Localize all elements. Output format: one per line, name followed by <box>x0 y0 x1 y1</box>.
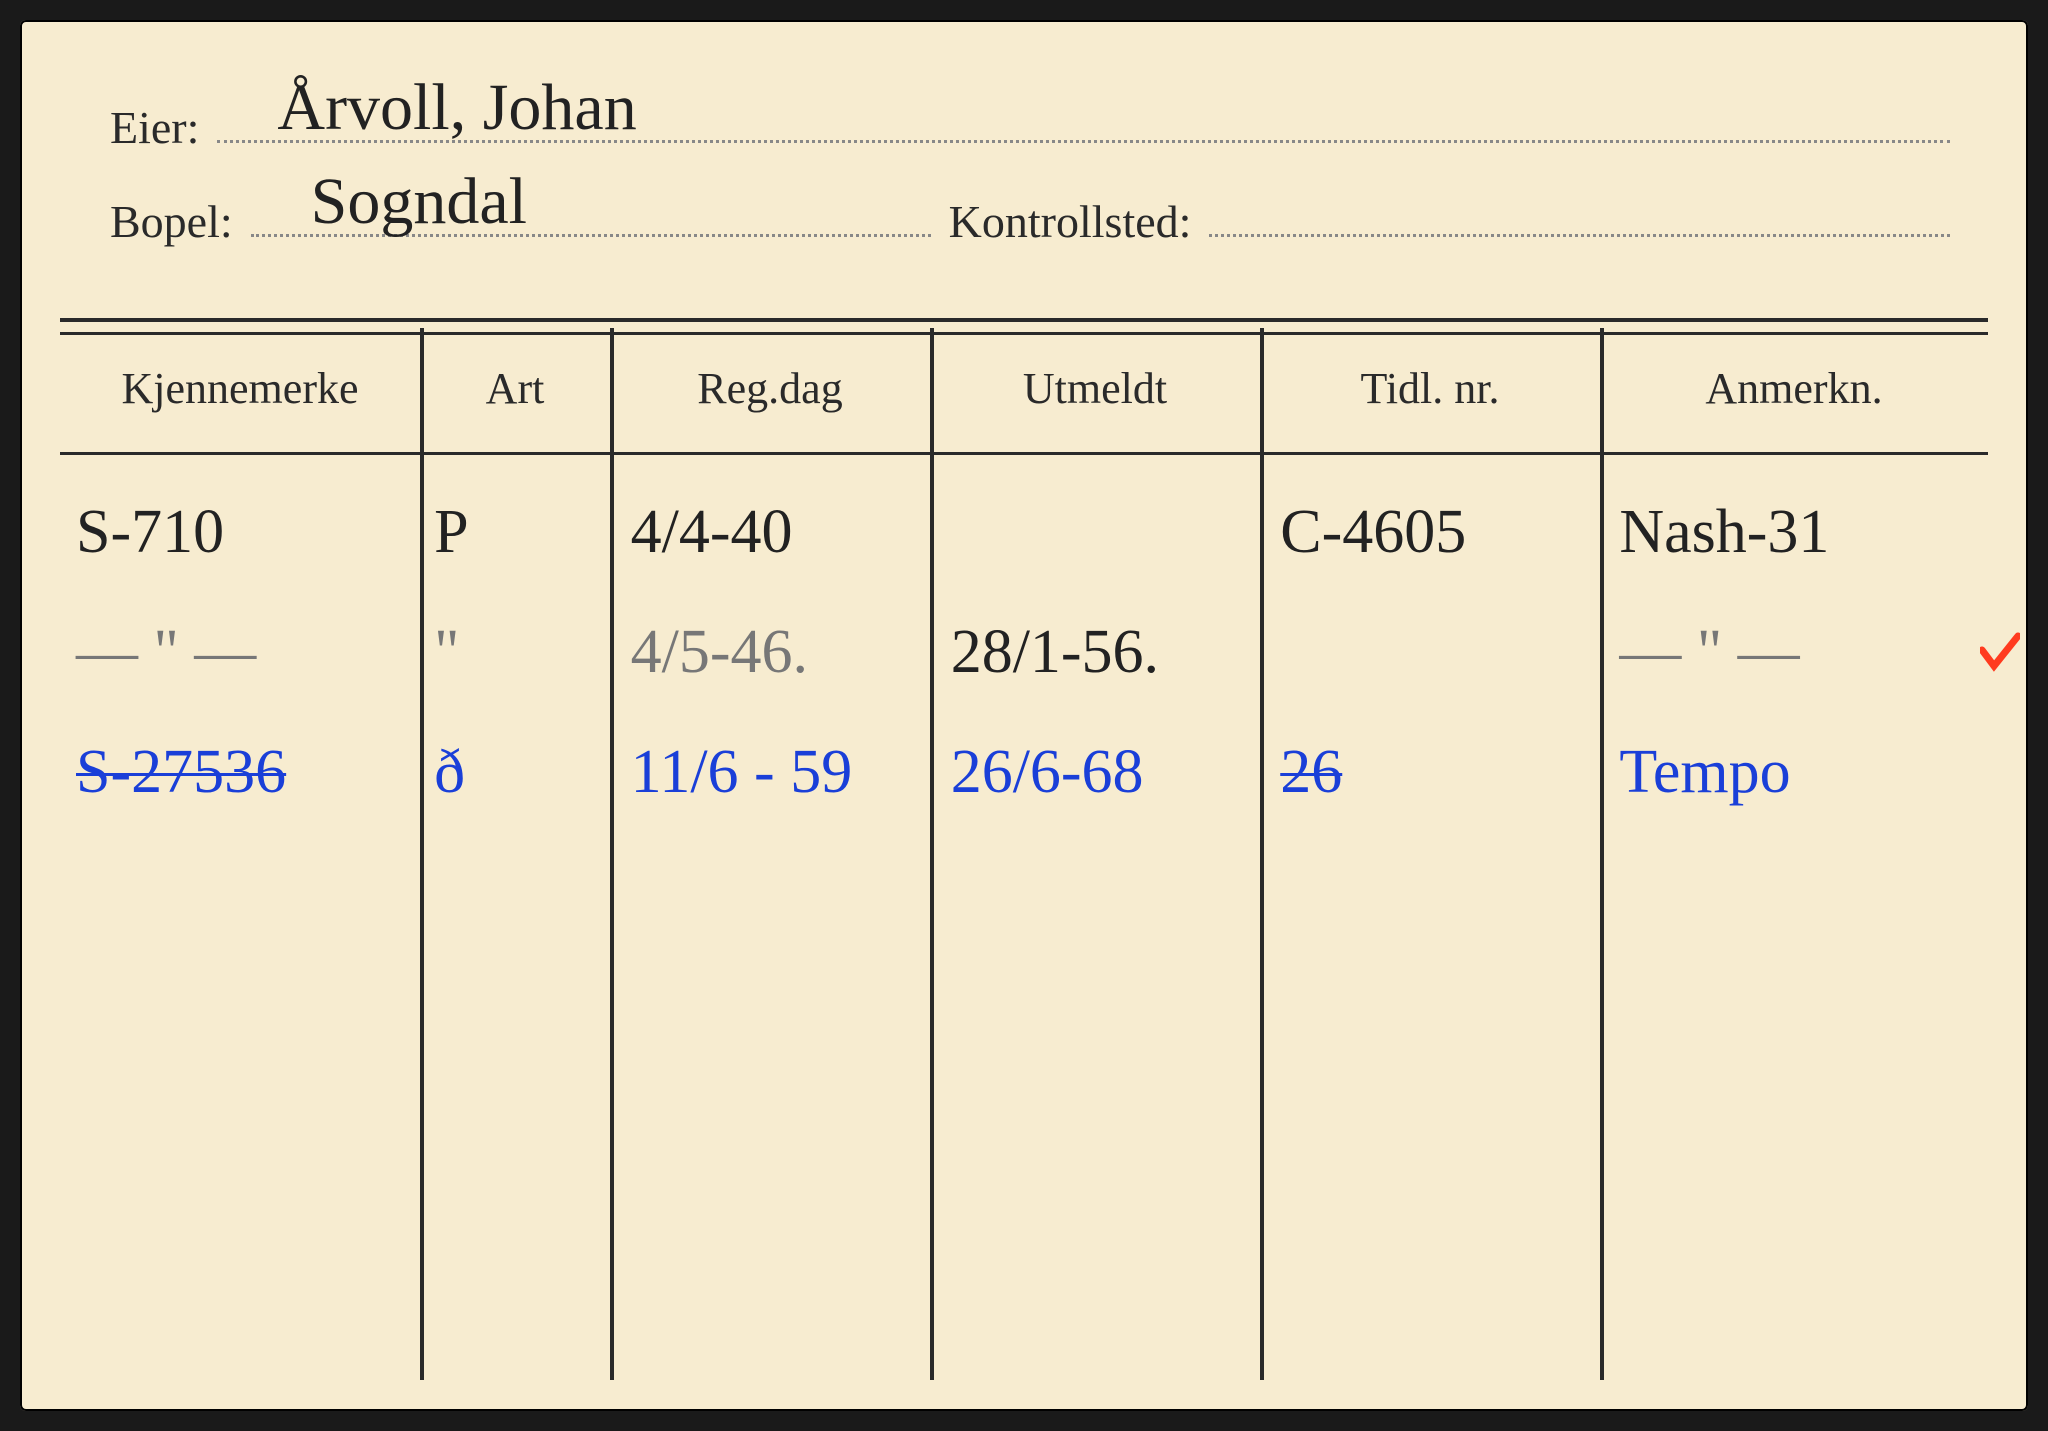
bopel-row: Bopel: Sogndal Kontrollsted: <box>110 174 1968 248</box>
cell-anmerkn: Tempo <box>1603 737 1988 808</box>
table: Kjennemerke Art Reg.dag Utmeldt Tidl. nr… <box>60 328 1988 448</box>
cell-regdag: 4/5-46. <box>615 617 935 688</box>
col-tidl: Tidl. nr. <box>1260 363 1600 414</box>
kontrollsted-value-line <box>1209 174 1950 237</box>
col-utmeldt: Utmeldt <box>930 363 1260 414</box>
cell-regdag: 4/4-40 <box>615 497 935 568</box>
table-row: S-27536ð11/6 - 5926/6-6826Tempo <box>60 712 1988 832</box>
cell-anmerkn: Nash-31 <box>1603 497 1988 568</box>
cell-utmeldt: 26/6-68 <box>935 737 1265 808</box>
col-anmerkn: Anmerkn. <box>1600 363 1988 414</box>
header-underline <box>60 452 1988 455</box>
cell-kjennemerke: S-27536 <box>60 737 418 808</box>
cell-kjennemerke: S-710 <box>60 497 418 568</box>
eier-label: Eier: <box>110 101 199 154</box>
col-kjennemerke: Kjennemerke <box>60 363 420 414</box>
kontrollsted-label: Kontrollsted: <box>949 195 1192 248</box>
table-row: — " —"4/5-46.28/1-56.— " — <box>60 592 1988 712</box>
cell-utmeldt: 28/1-56. <box>935 617 1265 688</box>
bopel-label: Bopel: <box>110 195 233 248</box>
bopel-value-line: Sogndal <box>251 174 931 237</box>
cell-art: ð <box>418 737 615 808</box>
header: Eier: Årvoll, Johan Bopel: Sogndal Kontr… <box>110 80 1968 268</box>
cell-art: " <box>418 617 615 688</box>
cell-art: P <box>418 497 615 568</box>
eier-value-line: Årvoll, Johan <box>217 80 1950 143</box>
col-art: Art <box>420 363 610 414</box>
bopel-value: Sogndal <box>311 164 527 240</box>
cell-kjennemerke: — " — <box>60 617 418 688</box>
red-tick-mark <box>1980 632 2020 672</box>
table-row: S-710P4/4-40 C-4605Nash-31 <box>60 472 1988 592</box>
cell-regdag: 11/6 - 59 <box>615 737 935 808</box>
col-regdag: Reg.dag <box>610 363 930 414</box>
registration-card: Eier: Årvoll, Johan Bopel: Sogndal Kontr… <box>20 20 2028 1411</box>
cell-tidl: 26 <box>1264 737 1603 808</box>
cell-anmerkn: — " — <box>1603 617 1988 688</box>
cell-tidl: C-4605 <box>1264 497 1603 568</box>
table-header: Kjennemerke Art Reg.dag Utmeldt Tidl. nr… <box>60 328 1988 448</box>
eier-value: Årvoll, Johan <box>277 70 636 146</box>
eier-row: Eier: Årvoll, Johan <box>110 80 1968 154</box>
